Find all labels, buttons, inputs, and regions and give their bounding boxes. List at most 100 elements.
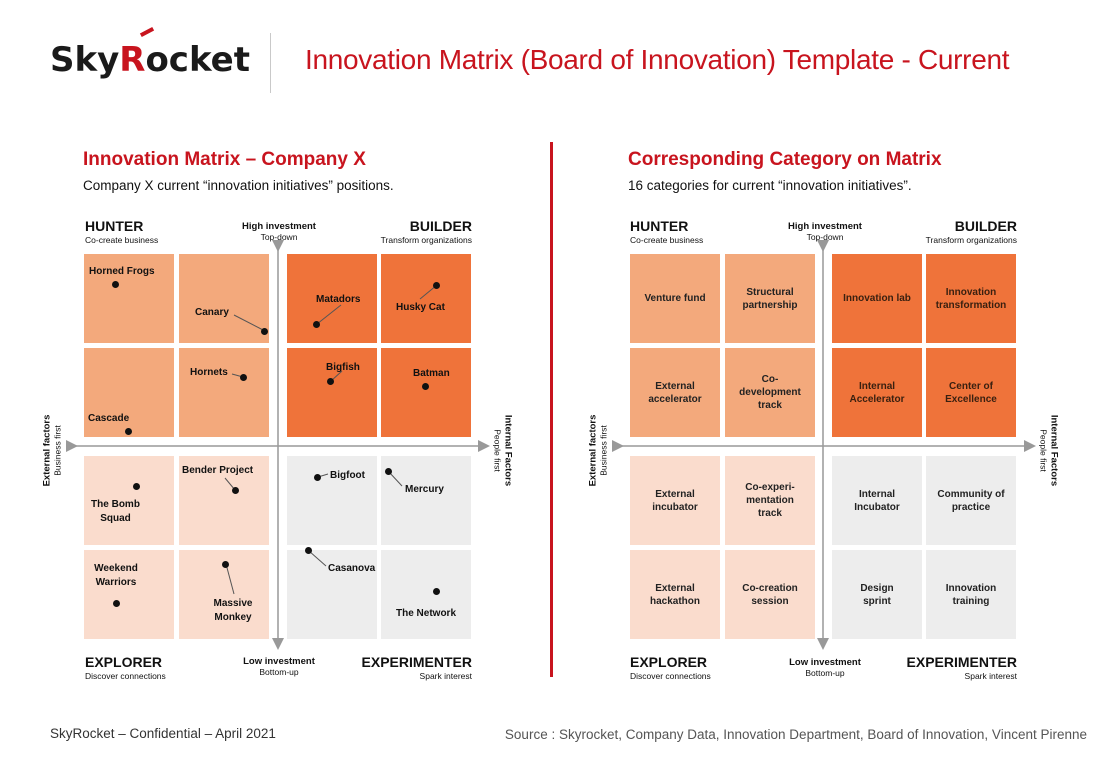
axis-bottom-sublabel: Bottom-up xyxy=(259,667,299,677)
axis-right-block: Internal Factors People first xyxy=(493,396,514,506)
initiative-husky-cat: Husky Cat xyxy=(396,302,445,313)
matrix-cell xyxy=(84,348,174,437)
axis-right-block: Internal Factors People first xyxy=(1039,396,1060,506)
initiative-canary: Canary xyxy=(195,307,229,318)
builder-label: BUILDER xyxy=(409,218,472,234)
axis-top-sublabel: Top-down xyxy=(260,232,298,242)
initiative-cascade: Cascade xyxy=(88,413,130,424)
axis-left-sublabel: Business first xyxy=(52,425,63,476)
hunter-label: HUNTER xyxy=(85,218,144,234)
page-title: Innovation Matrix (Board of Innovation) … xyxy=(305,44,1010,75)
category-cell-internal-incubator: Internal Incubator xyxy=(832,456,922,545)
matrix-cell xyxy=(381,550,471,639)
initiative-dot xyxy=(327,378,334,385)
footer-confidential: SkyRocket – Confidential – April 2021 xyxy=(50,726,276,741)
category-cell-co-creation-session: Co-creation session xyxy=(725,550,815,639)
right-matrix-axes xyxy=(612,240,1036,650)
initiative-bomb-squad: The Bomb Squad xyxy=(91,499,140,524)
axis-left-block: External factors Business first xyxy=(42,396,63,506)
initiative-batman: Batman xyxy=(413,368,450,379)
initiative-dot xyxy=(422,383,429,390)
explorer-label: EXPLORER xyxy=(85,654,163,670)
matrix-cell xyxy=(179,456,269,545)
category-cell-external-accelerator: External accelerator xyxy=(630,348,720,437)
initiative-dot xyxy=(232,487,239,494)
initiative-dot xyxy=(261,328,268,335)
matrix-cell xyxy=(287,254,377,343)
initiative-dot xyxy=(313,321,320,328)
category-cell-design-sprint: Design sprint xyxy=(832,550,922,639)
initiative-dot xyxy=(385,468,392,475)
footer-source: Source : Skyrocket, Company Data, Innova… xyxy=(504,727,1087,742)
axis-bottom-label: Low investment xyxy=(789,657,861,668)
matrix-cell xyxy=(381,348,471,437)
axis-bottom-label: Low investment xyxy=(243,656,315,667)
explorer-subtitle: Discover connections xyxy=(630,671,711,681)
initiative-bigfish: Bigfish xyxy=(326,362,360,373)
matrix-cell xyxy=(84,254,174,343)
matrix-cell xyxy=(179,254,269,343)
category-cell-internal-accelerator: Internal Accelerator xyxy=(832,348,922,437)
initiative-dot xyxy=(305,547,312,554)
axis-right-label: Internal Factors xyxy=(502,414,514,487)
builder-label: BUILDER xyxy=(954,218,1017,234)
category-cell-innovation-lab: Innovation lab xyxy=(832,254,922,343)
matrix-cell xyxy=(84,456,174,545)
matrix-cell xyxy=(381,254,471,343)
hunter-label: HUNTER xyxy=(630,218,689,234)
axis-left-sublabel: Business first xyxy=(598,425,609,476)
initiative-bender-project: Bender Project xyxy=(182,465,254,476)
initiative-dot xyxy=(314,474,321,481)
matrix-cell xyxy=(287,348,377,437)
hunter-subtitle: Co-create business xyxy=(630,235,704,245)
matrix-cell xyxy=(84,550,174,639)
matrix-cell xyxy=(179,348,269,437)
axis-right-sublabel: People first xyxy=(492,429,503,472)
initiative-matadors: Matadors xyxy=(316,294,361,305)
category-cell-external-incubator: External incubator xyxy=(630,456,720,545)
header-divider xyxy=(270,33,271,93)
initiative-dot xyxy=(433,282,440,289)
axis-top-label: High investment xyxy=(788,221,862,232)
right-section-title: Corresponding Category on Matrix xyxy=(628,149,942,170)
experimenter-subtitle: Spark interest xyxy=(964,671,1017,681)
initiative-mercury: Mercury xyxy=(405,484,444,495)
hunter-subtitle: Co-create business xyxy=(85,235,159,245)
initiative-hornets: Hornets xyxy=(190,367,228,378)
initiative-dot xyxy=(222,561,229,568)
initiative-massive-monkey: Massive Monkey xyxy=(213,598,253,623)
category-cell-center-of-excellence: Center of Excellence xyxy=(926,348,1016,437)
initiative-casanova: Casanova xyxy=(328,563,376,574)
category-cell-structural-partnership: Structural partnership xyxy=(725,254,815,343)
category-cell-co-experimentation-track: Co-experi-mentation track xyxy=(725,456,815,545)
matrix-cell xyxy=(287,456,377,545)
matrix-cell xyxy=(381,456,471,545)
matrix-cell xyxy=(287,550,377,639)
explorer-subtitle: Discover connections xyxy=(85,671,166,681)
initiative-dot xyxy=(113,600,120,607)
builder-subtitle: Transform organizations xyxy=(380,235,472,245)
category-cell-venture-fund: Venture fund xyxy=(630,254,720,343)
category-cell-innovation-transformation: Innovation transformation xyxy=(926,254,1016,343)
initiative-bigfoot: Bigfoot xyxy=(330,470,365,481)
initiative-dot xyxy=(125,428,132,435)
left-section-title: Innovation Matrix – Company X xyxy=(83,149,366,170)
builder-subtitle: Transform organizations xyxy=(925,235,1017,245)
explorer-label: EXPLORER xyxy=(630,654,708,670)
left-matrix-axes xyxy=(66,240,490,650)
left-section-subtitle: Company X current “innovation initiative… xyxy=(83,178,394,193)
experimenter-label: EXPERIMENTER xyxy=(906,654,1017,670)
axis-top-label: High investment xyxy=(242,221,316,232)
initiative-weekend-warriors: Weekend Warriors xyxy=(94,563,138,588)
initiative-dot xyxy=(240,374,247,381)
section-divider xyxy=(550,142,553,677)
category-cell-external-hackathon: External hackathon xyxy=(630,550,720,639)
initiative-dot xyxy=(433,588,440,595)
axis-left-label: External factors xyxy=(41,414,53,487)
category-cell-innovation-training: Innovation training xyxy=(926,550,1016,639)
initiative-dot xyxy=(133,483,140,490)
initiative-horned-frogs: Horned Frogs xyxy=(89,266,155,277)
axis-right-label: Internal Factors xyxy=(1048,414,1060,487)
category-cell-co-development-track: Co-development track xyxy=(725,348,815,437)
initiative-the-network: The Network xyxy=(396,608,457,619)
